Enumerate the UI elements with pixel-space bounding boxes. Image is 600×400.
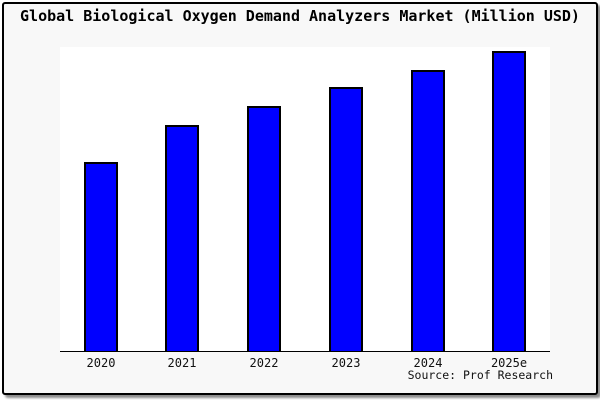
bar-2023 (329, 87, 363, 351)
chart-frame: Global Biological Oxygen Demand Analyzer… (2, 2, 598, 395)
x-tick-2021: 2021 (167, 356, 197, 370)
source-credit: Source: Prof Research (407, 368, 553, 382)
plot-area (60, 47, 550, 352)
bar-2020 (84, 162, 118, 351)
x-tick-2022: 2022 (249, 356, 279, 370)
x-tick-2020: 2020 (86, 356, 116, 370)
bar-2024 (411, 70, 445, 351)
bar-2025e (492, 51, 526, 351)
chart-title: Global Biological Oxygen Demand Analyzer… (20, 7, 580, 25)
x-tick-2023: 2023 (331, 356, 361, 370)
x-tick-2025e: 2025e (490, 356, 528, 370)
bar-2022 (247, 106, 281, 351)
bar-2021 (165, 125, 199, 351)
x-tick-2024: 2024 (413, 356, 443, 370)
